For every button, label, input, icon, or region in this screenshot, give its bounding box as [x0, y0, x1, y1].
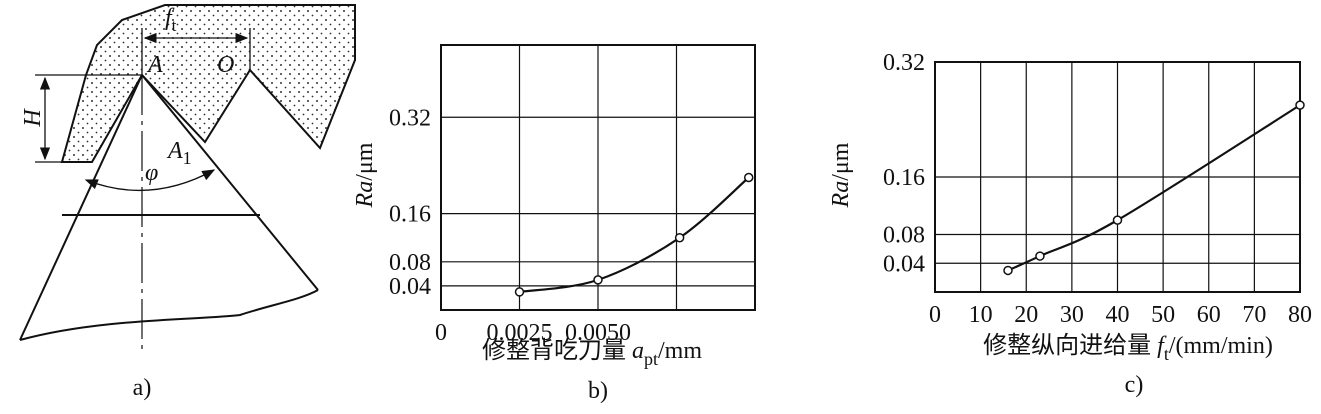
label-phi: φ [145, 160, 158, 186]
phi-arc [84, 169, 216, 192]
point [674, 232, 685, 243]
x-tick-label: 10 [969, 302, 993, 328]
x-tick-label: 20 [1014, 302, 1038, 328]
y-tick-label: 0.08 [389, 250, 431, 276]
y-label-part: /μm [828, 142, 854, 181]
x-label-part: 修整背吃刀量 [482, 337, 632, 364]
grinding-wheel [60, 4, 356, 163]
y-tick-label: 0.32 [883, 50, 925, 76]
y-tick-label: 0.16 [389, 202, 431, 228]
label-a1: A1 [166, 138, 192, 168]
label-ft: ft [165, 5, 177, 35]
x-tick-label: 0 [929, 302, 941, 328]
point [514, 287, 525, 297]
x-axis-label: 修整纵向进给量 ft/(mm/min) [983, 332, 1273, 364]
x-label-part: pt [644, 349, 658, 369]
point [1295, 100, 1305, 110]
curve [1007, 104, 1301, 272]
x-tick-label: 50 [1151, 302, 1175, 328]
plot-frame [934, 61, 1301, 293]
y-axis-label: Ra/μm [352, 142, 378, 208]
y-tick-label: 0.04 [883, 251, 925, 277]
point [1112, 215, 1123, 225]
point [743, 172, 754, 183]
tool [19, 74, 319, 341]
x-tick-label: 40 [1106, 302, 1130, 328]
x-axis-label: 修整背吃刀量 apt/mm [482, 337, 702, 369]
x-label-part: f [1157, 333, 1167, 359]
label-o: O [217, 52, 234, 78]
x-label-part: /mm [658, 338, 702, 364]
x-label-part: /(mm/min) [1169, 333, 1273, 359]
label-a1-main: A [166, 138, 183, 164]
x-tick-label: 60 [1197, 302, 1221, 328]
y-label-part: Ra [828, 181, 854, 209]
caption: b) [588, 378, 608, 404]
x-tick-label: 70 [1242, 302, 1266, 328]
y-tick-label: 0.04 [389, 274, 431, 300]
x-tick-label: 0.0025 [487, 320, 553, 346]
label-a: A [146, 52, 163, 78]
point [593, 275, 603, 285]
caption: c) [1125, 372, 1144, 398]
caption: a) [133, 375, 152, 401]
y-tick-label: 0.16 [883, 165, 925, 191]
point [1035, 251, 1045, 261]
plot-frame [440, 44, 756, 311]
y-label-part: Ra [352, 181, 378, 209]
y-tick-label: 0.32 [389, 105, 431, 131]
label-h: H [20, 108, 46, 128]
x-label-part: a [632, 338, 644, 364]
x-label-part: t [1164, 344, 1169, 364]
x-tick-label: 30 [1060, 302, 1084, 328]
x-label-part: 修整纵向进给量 [983, 332, 1157, 359]
diagram-a: ft A O H φ A1 a) [19, 4, 356, 401]
y-label-part: /μm [352, 142, 378, 181]
x-tick-label: 0 [435, 320, 447, 346]
label-f: f [165, 5, 175, 31]
curve [519, 176, 750, 294]
y-tick-label: 0.08 [883, 223, 925, 249]
x-tick-label: 0.0050 [565, 320, 631, 346]
label-t: t [172, 16, 177, 35]
label-a1-sub: 1 [183, 148, 192, 168]
x-tick-label: 80 [1288, 302, 1312, 328]
point [1003, 265, 1013, 276]
y-axis-label: Ra/μm [828, 142, 854, 208]
